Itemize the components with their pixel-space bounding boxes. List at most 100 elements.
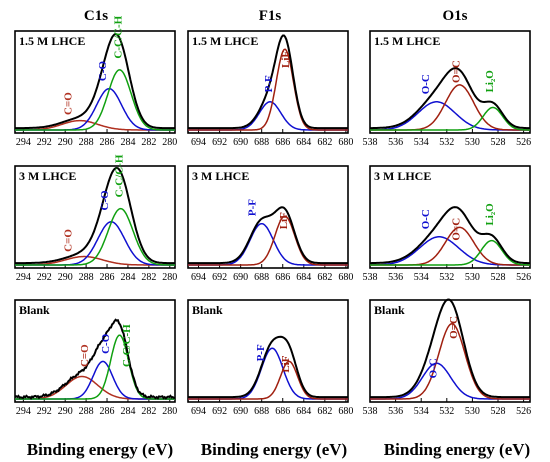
x-tick-label: 534 — [414, 137, 429, 148]
series-curve-c-c-c-h — [15, 69, 175, 131]
panel-o1s-15: 538 536 534 532 530 528 526 1.5 M LHCE O-C O=C Li₂… — [363, 30, 531, 148]
series-curve-c-o — [15, 360, 175, 400]
peak-label-p-f: P-F — [246, 199, 258, 216]
panel-title: 3 M LHCE — [19, 169, 76, 183]
x-tick-label: 680 — [338, 406, 353, 417]
peak-label-lif: LiF — [280, 355, 292, 372]
peak-label-o-c: O=C — [448, 316, 460, 339]
envelope-curve — [188, 206, 348, 265]
peak-label-o-c: O-C — [420, 209, 432, 229]
peak-label-p-f: P-F — [255, 344, 267, 361]
peak-label-c-o: C-O — [99, 190, 111, 211]
x-tick-label: 530 — [465, 137, 480, 148]
x-tick-label: 692 — [212, 137, 227, 148]
series-curve-c-c-c-h — [15, 334, 175, 400]
panel-o1s-b: 538 536 534 532 530 528 526 Blank O-C O=C — [363, 298, 531, 417]
envelope-curve — [370, 298, 530, 399]
x-tick-label: 292 — [37, 137, 52, 148]
x-tick-label: 290 — [58, 272, 73, 283]
plot-frame — [187, 30, 349, 134]
peak-label-o-c: O=C — [451, 218, 463, 241]
x-tick-label: 280 — [162, 406, 177, 417]
plot-frame — [187, 299, 349, 403]
peak-label-lif: LiF — [278, 212, 290, 229]
series-curve-c-c-c-h — [15, 207, 175, 266]
x-tick-label: 534 — [414, 272, 429, 283]
x-tick-label: 290 — [58, 406, 73, 417]
x-tick-label: 528 — [491, 272, 506, 283]
x-tick-label: 684 — [296, 137, 311, 148]
x-tick-label: 286 — [100, 272, 115, 283]
x-tick-label: 692 — [212, 406, 227, 417]
x-tick-label: 536 — [388, 272, 403, 283]
panel-grid: 294 292 290 288 286 284 282 280 1.5 M LHCE C=O C-O… — [14, 15, 531, 417]
panel-f1s-3: 694 692 690 688 686 684 682 680 3 M LHCE P-F LiF — [187, 165, 353, 283]
x-tick-label: 686 — [275, 406, 290, 417]
x-tick-label: 682 — [317, 137, 332, 148]
x-tick-label: 536 — [388, 406, 403, 417]
x-tick-label: 294 — [16, 406, 31, 417]
panel-o1s-3: 538 536 534 532 530 528 526 3 M LHCE O-C O=C Li₂O — [363, 165, 531, 283]
peak-label-o-c: O-C — [428, 358, 440, 378]
panel-title: 1.5 M LHCE — [19, 34, 85, 48]
series-curve-p-f — [188, 101, 348, 131]
series-curve-p-f — [188, 347, 348, 400]
envelope-curve — [15, 33, 175, 130]
x-tick-label: 532 — [439, 137, 454, 148]
peak-label-c-c-c-h: C-C/C-H — [113, 15, 125, 58]
x-tick-label: 680 — [338, 137, 353, 148]
x-tick-label: 288 — [79, 272, 94, 283]
peak-label-c-o: C=O — [62, 229, 74, 252]
x-tick-label: 526 — [516, 137, 531, 148]
peak-label-c-o: C-O — [100, 333, 112, 354]
x-tick-label: 538 — [363, 406, 378, 417]
plot-frame — [369, 30, 531, 134]
x-tick-label: 538 — [363, 137, 378, 148]
envelope-curve — [14, 318, 176, 400]
x-tick-label: 282 — [141, 272, 156, 283]
x-tick-label: 526 — [516, 406, 531, 417]
panel-title: 3 M LHCE — [374, 169, 431, 183]
x-tick-label: 534 — [414, 406, 429, 417]
x-tick-label: 280 — [162, 137, 177, 148]
plot-frame — [14, 30, 176, 134]
x-tick-label: 680 — [338, 272, 353, 283]
panel-c1s-b: 294 292 290 288 286 284 282 280 Blank C=O C-O C-C/C… — [14, 299, 177, 417]
panel-c1s-3: 294 292 290 288 286 284 282 280 3 M LHCE C=O C-OC-… — [14, 154, 177, 283]
x-tick-label: 282 — [141, 406, 156, 417]
x-tick-label: 530 — [465, 272, 480, 283]
column-title-o1s: O1s — [442, 8, 467, 24]
panel-title: Blank — [374, 303, 405, 317]
x-tick-label: 284 — [120, 406, 135, 417]
peak-label-lif: LiF — [280, 51, 292, 68]
peak-label-li2o: Li₂O — [484, 203, 496, 226]
x-tick-label: 532 — [439, 272, 454, 283]
x-tick-label: 688 — [254, 272, 269, 283]
peak-label-c-o: C=O — [79, 344, 91, 367]
x-tick-label: 286 — [100, 406, 115, 417]
peak-label-o-c: O-C — [420, 74, 432, 94]
x-axis-label-f1s: Binding energy (eV) — [201, 440, 347, 459]
envelope-curve — [15, 166, 175, 265]
x-tick-label: 690 — [233, 406, 248, 417]
peak-label-c-c-c-h: C-C/C-H — [114, 154, 126, 197]
x-axis-label-c1s: Binding energy (eV) — [27, 440, 173, 459]
x-tick-label: 288 — [79, 137, 94, 148]
x-tick-label: 688 — [254, 137, 269, 148]
x-tick-label: 284 — [120, 272, 135, 283]
panel-title: 1.5 M LHCE — [192, 34, 258, 48]
envelope-curve — [188, 34, 348, 130]
envelope-curve — [188, 335, 348, 399]
peak-label-p-f: P-F — [263, 75, 275, 92]
series-curve-lif — [188, 360, 348, 400]
panel-title: Blank — [19, 303, 50, 317]
x-tick-label: 692 — [212, 272, 227, 283]
x-tick-label: 280 — [162, 272, 177, 283]
series-curve-lif — [188, 48, 348, 131]
plot-frame — [369, 165, 531, 269]
peak-label-c-c-c-h: C-C/C-H — [121, 324, 133, 367]
panel-title: 3 M LHCE — [192, 169, 249, 183]
x-tick-label: 686 — [275, 272, 290, 283]
panel-title: 1.5 M LHCE — [374, 34, 440, 48]
series-curve-lif — [188, 215, 348, 266]
